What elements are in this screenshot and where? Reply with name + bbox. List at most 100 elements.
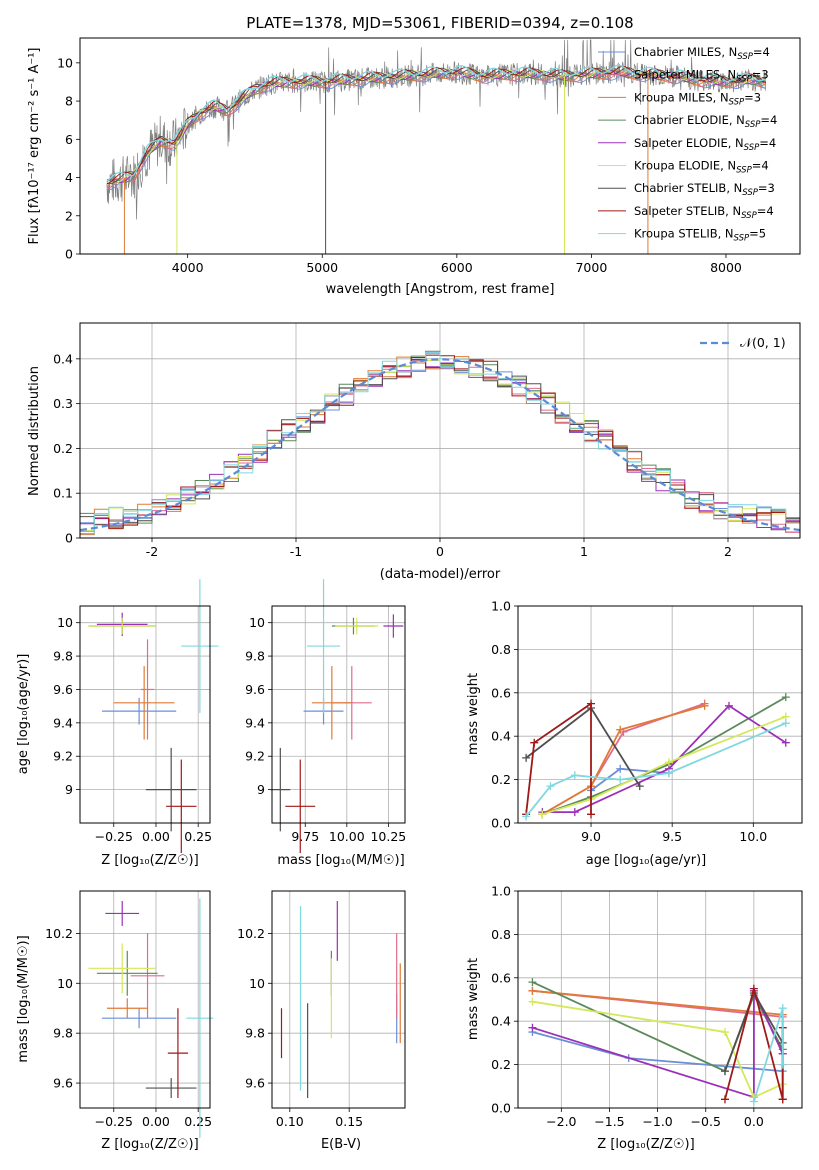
model-spectrum [106,68,767,184]
y-tick-label: 10 [249,976,265,991]
weight-point-marker [664,758,673,767]
y-tick-label: 10 [249,615,265,630]
weight-point-marker [530,738,539,747]
axes-frame [79,37,801,255]
axes-frame [271,890,406,1109]
y-tick-label: 0.2 [491,1057,511,1072]
x-tick-label: 0.00 [142,1114,170,1129]
y-tick-label: 6 [65,132,73,147]
y-tick-label: 9.8 [53,1026,73,1041]
x-tick-label: −1.5 [594,1114,624,1129]
legend-entry: Chabrier ELODIE, NSSP=4 [634,113,777,130]
y-tick-label: 9 [65,782,73,797]
hist-legend: 𝒩(0, 1) [700,335,786,350]
weight-point-marker [528,978,537,987]
y-tick-label: 0.4 [491,1014,511,1029]
weight-point-marker [538,810,547,819]
y-tick-label: 9.4 [245,715,265,730]
weight-series-line [541,696,787,816]
y-tick-label: 10.2 [45,926,73,941]
weight-point-marker [635,782,644,791]
y-tick-label: 0.8 [491,927,511,942]
x-tick-label: 0.25 [184,829,212,844]
y-tick-label: 9 [257,782,265,797]
spectrum-ylabel: Flux [fλ10⁻¹⁷ erg cm⁻² s⁻¹ A⁻¹] [27,48,42,245]
wAge-ylabel: mass weight [466,673,481,755]
hist-ylabel: Normed distribution [27,366,42,496]
weight-series-line [532,1000,784,1099]
y-tick-label: 0.4 [491,729,511,744]
hist-xlabel: (data-model)/error [380,567,501,582]
axes-frame [79,605,211,824]
weight-point-marker [616,775,625,784]
weight-point-marker [570,808,579,817]
residual-histogram: -2 -1 0 1 2 0 0.1 0.2 0.3 0.4 [53,322,801,559]
weight-series-line [541,704,705,816]
weight-point-marker [781,738,790,747]
weight-point-marker [528,986,537,995]
legend-entry: Chabrier MILES, NSSP=4 [634,45,770,62]
y-tick-label: 9.2 [245,749,265,764]
y-tick-label: 9.4 [53,715,73,730]
x-tick-label: 0.15 [335,1114,363,1129]
y-tick-label: 0.4 [53,351,73,366]
y-tick-label: 10 [57,615,73,630]
y-tick-label: 0.1 [53,486,73,501]
mass-vs-extinction-plot: 0.10 0.15 9.6 9.8 10 10.2 [237,890,406,1129]
x-tick-label: −1.0 [642,1114,672,1129]
wAge-xlabel: age [log₁₀(age/yr)] [586,853,707,868]
legend-entry: Kroupa ELODIE, NSSP=4 [634,159,769,176]
y-tick-label: 1.0 [491,884,511,899]
age-vs-mass-plot: 9.75 10.00 10.25 9 9.2 9.4 9.6 9.8 10 [245,579,406,854]
x-tick-label: 10.25 [370,829,406,844]
legend-entry: Kroupa MILES, NSSP=3 [634,90,761,107]
y-tick-label: 0.2 [53,441,73,456]
x-tick-label: −2.0 [546,1114,576,1129]
axes-frame [79,322,801,539]
weight-point-marker [781,719,790,728]
weight-series-line [542,704,787,813]
y-tick-label: 9.8 [53,649,73,664]
residual-histogram-step [79,351,800,538]
y-tick-label: 10 [57,55,73,70]
x-tick-label: 0 [436,544,444,559]
massZ-ylabel: mass [log₁₀(M/M☉)] [16,935,31,1062]
massE-xlabel: E(B-V) [321,1137,361,1152]
y-tick-label: 1.0 [491,599,511,614]
wZ-ylabel: mass weight [466,958,481,1040]
y-tick-label: 0.3 [53,396,73,411]
weight-point-marker [528,1023,537,1032]
y-tick-label: 10.2 [237,926,265,941]
x-tick-label: 10.0 [739,829,767,844]
weight-point-marker [778,1095,787,1104]
y-tick-label: 9.8 [245,649,265,664]
model-spectrum [106,68,766,184]
weight-vs-metallicity-plot: −2.0 −1.5 −1.0 −0.5 0.0 0.0 0.2 0.4 0.6 0.8 1.0 [491,884,803,1129]
wZ-xlabel: Z [log₁₀(Z/Z☉)] [597,1137,694,1152]
axes-frame [517,605,803,824]
y-tick-label: 9.6 [53,1076,73,1091]
age-vs-metallicity-plot: −0.25 0.00 0.25 9 9.2 9.4 9.6 9.8 10 [53,579,219,854]
weight-point-marker [616,725,625,734]
x-tick-label: −0.25 [95,829,133,844]
spectrum-xlabel: wavelength [Angstrom, rest frame] [326,282,555,297]
legend-entry: Salpeter STELIB, NSSP=4 [634,204,774,221]
x-tick-label: 0.10 [276,1114,304,1129]
y-tick-label: 0.0 [491,816,511,831]
x-tick-label: 4000 [172,260,204,275]
weight-point-marker [546,782,555,791]
weight-series-line [532,990,784,1099]
x-tick-label: 1 [580,544,588,559]
spectrum-plot: 4000 5000 6000 7000 8000 0 2 4 6 8 10 [57,37,801,275]
axes-frame [79,890,211,1109]
x-tick-label: −0.25 [95,1114,133,1129]
y-tick-label: 2 [65,208,73,223]
ageZ-ylabel: age [log₁₀(age/yr)] [16,654,31,775]
weight-point-marker [720,1095,729,1104]
x-tick-label: -2 [146,544,158,559]
x-tick-label: 2 [724,544,732,559]
y-tick-label: 9.2 [53,749,73,764]
weight-point-marker [720,1067,729,1076]
y-tick-label: 9.6 [245,1076,265,1091]
